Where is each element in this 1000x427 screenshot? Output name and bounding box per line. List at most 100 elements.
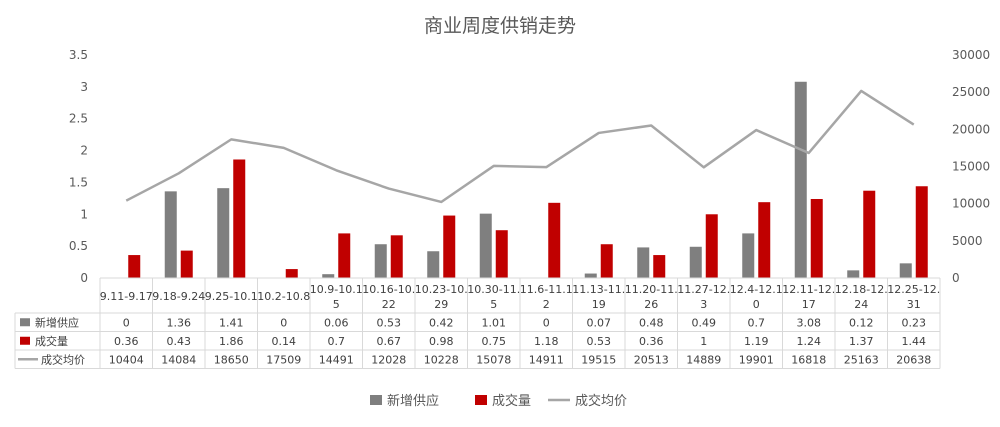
category-label: 10.16-10. (362, 283, 415, 296)
table-cell: 0.53 (377, 316, 402, 329)
table-cell: 14084 (161, 353, 196, 366)
right-tick-label: 0 (952, 271, 960, 285)
category-label: 9.18-9.24 (152, 290, 205, 303)
category-label: 12.4-12.1 (730, 283, 783, 296)
category-label: 26 (644, 298, 658, 311)
category-label: 11.13-11. (572, 283, 625, 296)
category-label: 0 (753, 298, 760, 311)
sales-bar (810, 198, 823, 278)
table-cell: 0.43 (167, 335, 192, 348)
left-tick-label: 2 (80, 144, 88, 158)
table-cell: 15078 (476, 353, 511, 366)
sales-bar (233, 159, 246, 278)
table-cell: 0 (543, 316, 550, 329)
category-label: 9.11-9.17 (100, 290, 153, 303)
chart-title: 商业周度供销走势 (424, 15, 576, 37)
sales-bar (915, 186, 928, 278)
left-tick-label: 1 (80, 207, 88, 221)
category-label: 9.25-10.1 (205, 290, 258, 303)
category-label: 11.6-11.1 (520, 283, 573, 296)
table-cell: 0.12 (849, 316, 874, 329)
bars (128, 81, 928, 278)
category-label: 2 (543, 298, 550, 311)
legend-label: 成交均价 (575, 393, 627, 409)
sales-bar (600, 244, 613, 278)
sales-bar (495, 230, 508, 278)
category-label: 22 (382, 298, 396, 311)
table-cell: 20513 (634, 353, 669, 366)
table-cell: 17509 (266, 353, 301, 366)
right-tick-label: 10000 (952, 197, 990, 211)
category-label: 29 (434, 298, 448, 311)
table-cell: 1 (700, 335, 707, 348)
sales-bar (443, 215, 456, 278)
supply-bar (742, 233, 755, 278)
sales-bar (758, 202, 771, 278)
legend-swatch (370, 395, 382, 405)
supply-bar (637, 247, 650, 278)
supply-bar (427, 251, 440, 278)
legend-swatch (475, 395, 487, 405)
table-cell: 14491 (319, 353, 354, 366)
sales-bar (180, 250, 193, 278)
table-cell: 10404 (109, 353, 144, 366)
table-cell: 25163 (844, 353, 879, 366)
table-cell: 1.18 (534, 335, 559, 348)
table-cell: 0 (123, 316, 130, 329)
category-label: 5 (333, 298, 340, 311)
right-tick-label: 5000 (952, 234, 983, 248)
table-cell: 0.53 (587, 335, 612, 348)
table-cell: 10228 (424, 353, 459, 366)
row-header: 成交均价 (41, 352, 85, 366)
table-cell: 18650 (214, 353, 249, 366)
legend-label: 成交量 (492, 393, 531, 409)
price-line (125, 89, 915, 204)
sales-bar (653, 255, 666, 278)
sales-bar (390, 235, 403, 278)
table-cell: 0.36 (114, 335, 139, 348)
table-cell: 0.42 (429, 316, 454, 329)
sales-bar (705, 214, 718, 278)
price-series-line (125, 89, 915, 204)
right-axis: 0 5000 10000 15000 20000 25000 30000 (952, 48, 990, 285)
table-cell: 1.44 (902, 335, 927, 348)
supply-bar (374, 244, 387, 278)
sales-bar (128, 255, 141, 278)
left-tick-label: 0.5 (69, 239, 88, 253)
sales-bar (863, 190, 876, 278)
sales-bar (338, 233, 351, 278)
row-key-swatch (20, 318, 30, 327)
table-cell: 0.06 (324, 316, 349, 329)
right-tick-label: 30000 (952, 48, 990, 62)
table-cell: 0.23 (902, 316, 927, 329)
category-label: 10.9-10.1 (310, 283, 363, 296)
table-cell: 0.07 (587, 316, 612, 329)
category-label: 17 (802, 298, 816, 311)
table-cell: 19515 (581, 353, 616, 366)
table-cell: 0.98 (429, 335, 454, 348)
supply-bar (164, 191, 177, 278)
legend: 新增供应 成交量 成交均价 (370, 393, 627, 409)
row-header: 成交量 (35, 334, 68, 348)
table-cell: 1.01 (482, 316, 507, 329)
category-label: 24 (854, 298, 868, 311)
table-cell: 3.08 (797, 316, 822, 329)
sales-bar (548, 202, 561, 278)
table-cell: 20638 (896, 353, 931, 366)
category-label: 3 (700, 298, 707, 311)
category-label: 10.2-10.8 (257, 290, 310, 303)
table-cell: 1.86 (219, 335, 244, 348)
supply-bar (847, 270, 860, 278)
category-label: 11.20-11. (625, 283, 678, 296)
category-label: 12.18-12. (835, 283, 888, 296)
table-cell: 19901 (739, 353, 774, 366)
table-cell: 14889 (686, 353, 721, 366)
table-cell: 16818 (791, 353, 826, 366)
right-tick-label: 15000 (952, 160, 990, 174)
table-cell: 12028 (371, 353, 406, 366)
legend-label: 新增供应 (387, 393, 439, 409)
left-tick-label: 3.5 (69, 48, 88, 62)
supply-bar (322, 274, 335, 278)
category-label: 10.30-11. (467, 283, 520, 296)
